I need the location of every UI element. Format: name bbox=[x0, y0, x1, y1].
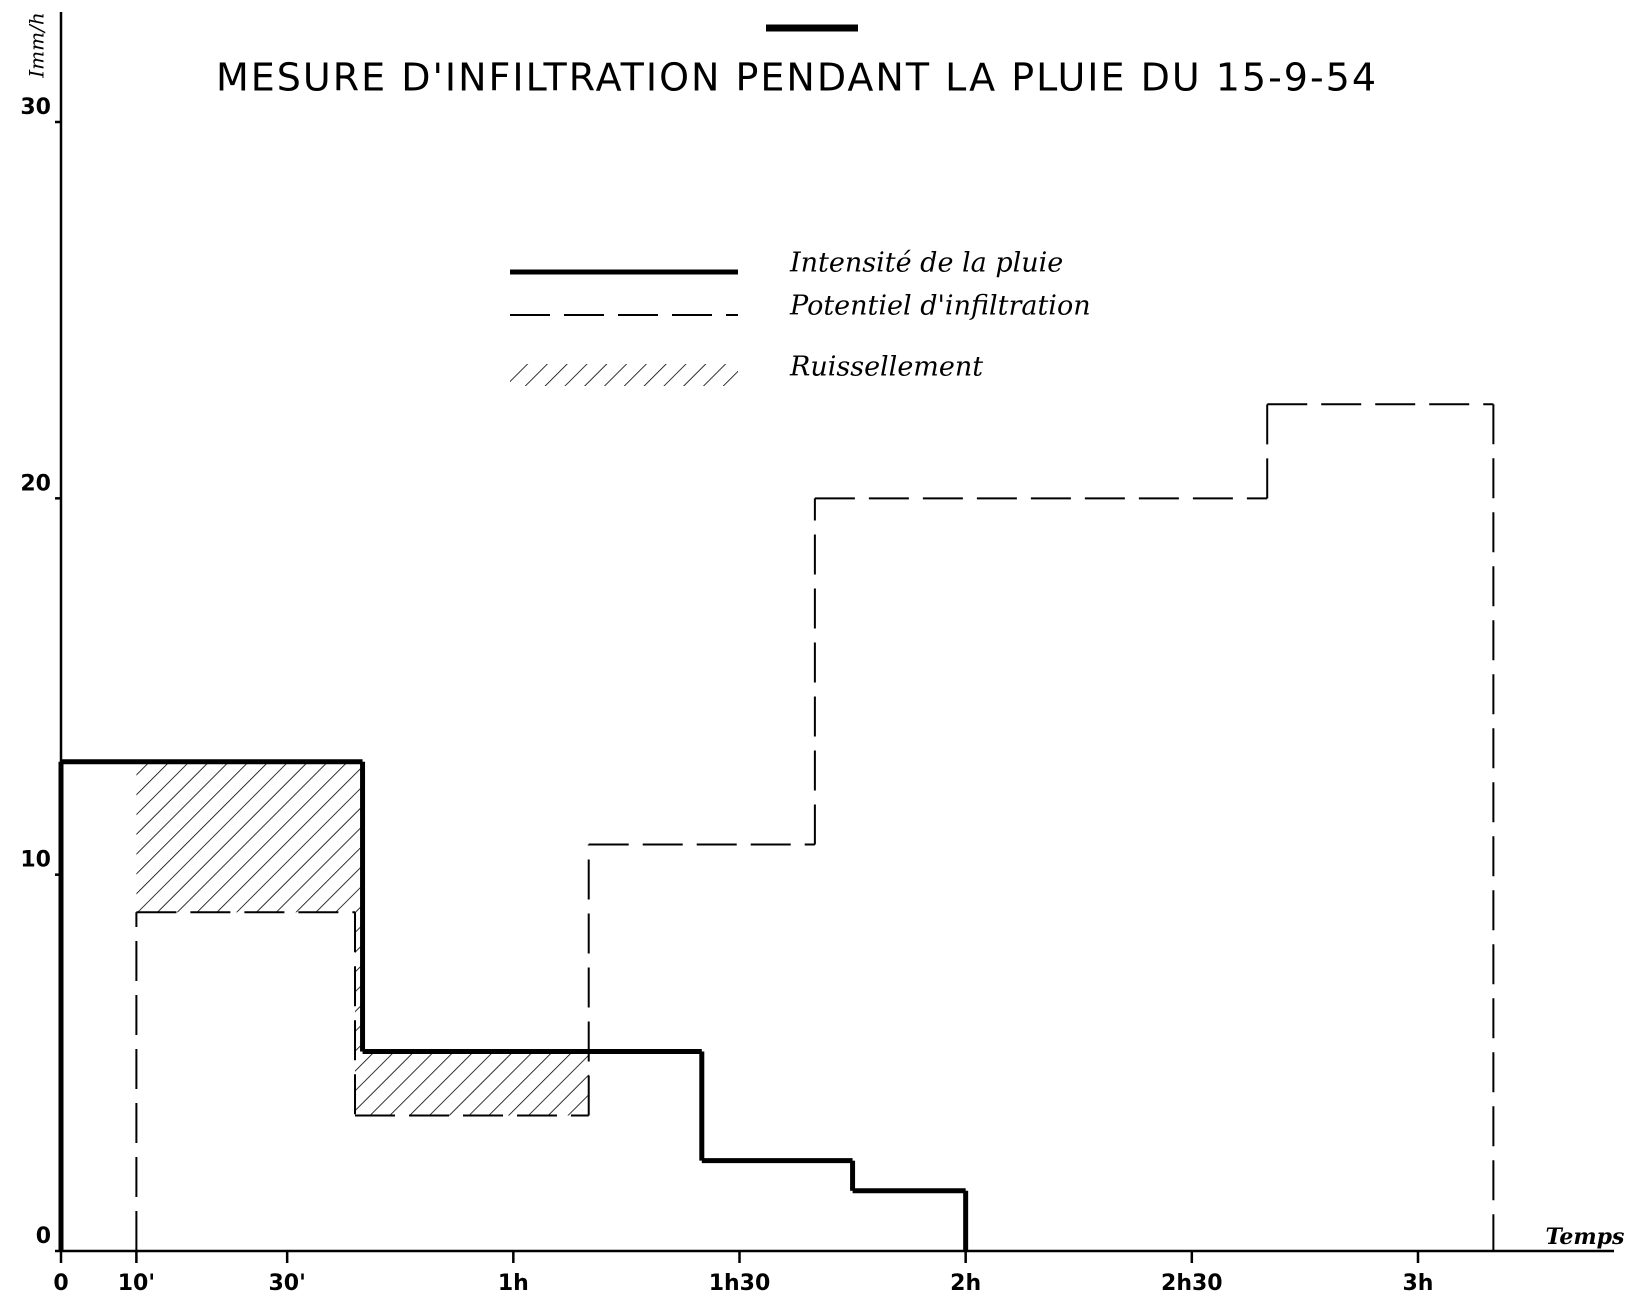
legend-label: Potentiel d'infiltration bbox=[789, 291, 1091, 322]
x-tick-label: 2h bbox=[950, 1271, 981, 1296]
y-tick-label: 10 bbox=[20, 848, 51, 873]
x-tick-label: 2h30 bbox=[1161, 1271, 1223, 1296]
y-tick-label: 30 bbox=[20, 95, 51, 120]
legend-label: Ruissellement bbox=[789, 352, 983, 383]
runoff-area bbox=[136, 761, 356, 913]
x-tick-label: 30' bbox=[268, 1271, 305, 1296]
x-tick-label: 10' bbox=[118, 1271, 155, 1296]
x-tick-label: 3h bbox=[1402, 1271, 1433, 1296]
x-axis-label: Temps bbox=[1546, 1224, 1625, 1250]
y-tick-label: 0 bbox=[36, 1224, 51, 1249]
y-axis-label: Imm/h bbox=[25, 12, 49, 78]
runoff-area bbox=[355, 761, 363, 1116]
legend-swatch bbox=[510, 364, 738, 386]
x-tick-label: 1h bbox=[498, 1271, 529, 1296]
runoff-area bbox=[362, 1051, 589, 1116]
x-tick-label: 1h30 bbox=[709, 1271, 771, 1296]
y-tick-label: 20 bbox=[20, 471, 51, 496]
chart-title: MESURE D'INFILTRATION PENDANT LA PLUIE D… bbox=[216, 56, 1378, 100]
legend-label: Intensité de la pluie bbox=[789, 248, 1063, 279]
x-tick-label: 0 bbox=[53, 1271, 68, 1296]
